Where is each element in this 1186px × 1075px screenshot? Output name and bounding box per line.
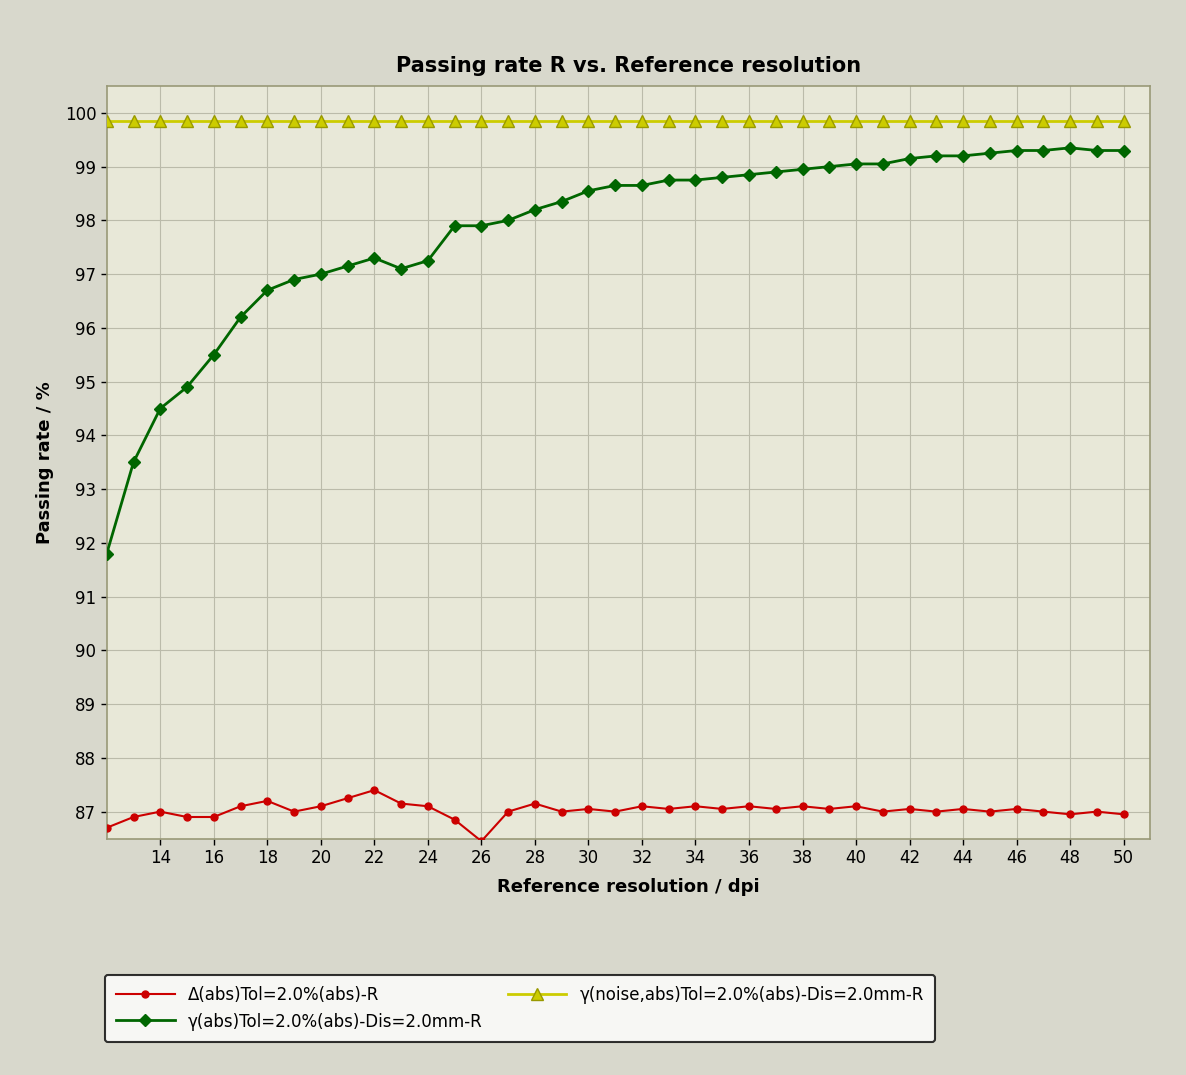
Legend: Δ(abs)Tol=2.0%(abs)-R, γ(abs)Tol=2.0%(abs)-Dis=2.0mm-R, γ(noise,abs)Tol=2.0%(abs: Δ(abs)Tol=2.0%(abs)-R, γ(abs)Tol=2.0%(ab… — [104, 975, 936, 1043]
Title: Passing rate R vs. Reference resolution: Passing rate R vs. Reference resolution — [396, 56, 861, 76]
Y-axis label: Passing rate / %: Passing rate / % — [36, 381, 53, 544]
X-axis label: Reference resolution / dpi: Reference resolution / dpi — [497, 878, 760, 897]
